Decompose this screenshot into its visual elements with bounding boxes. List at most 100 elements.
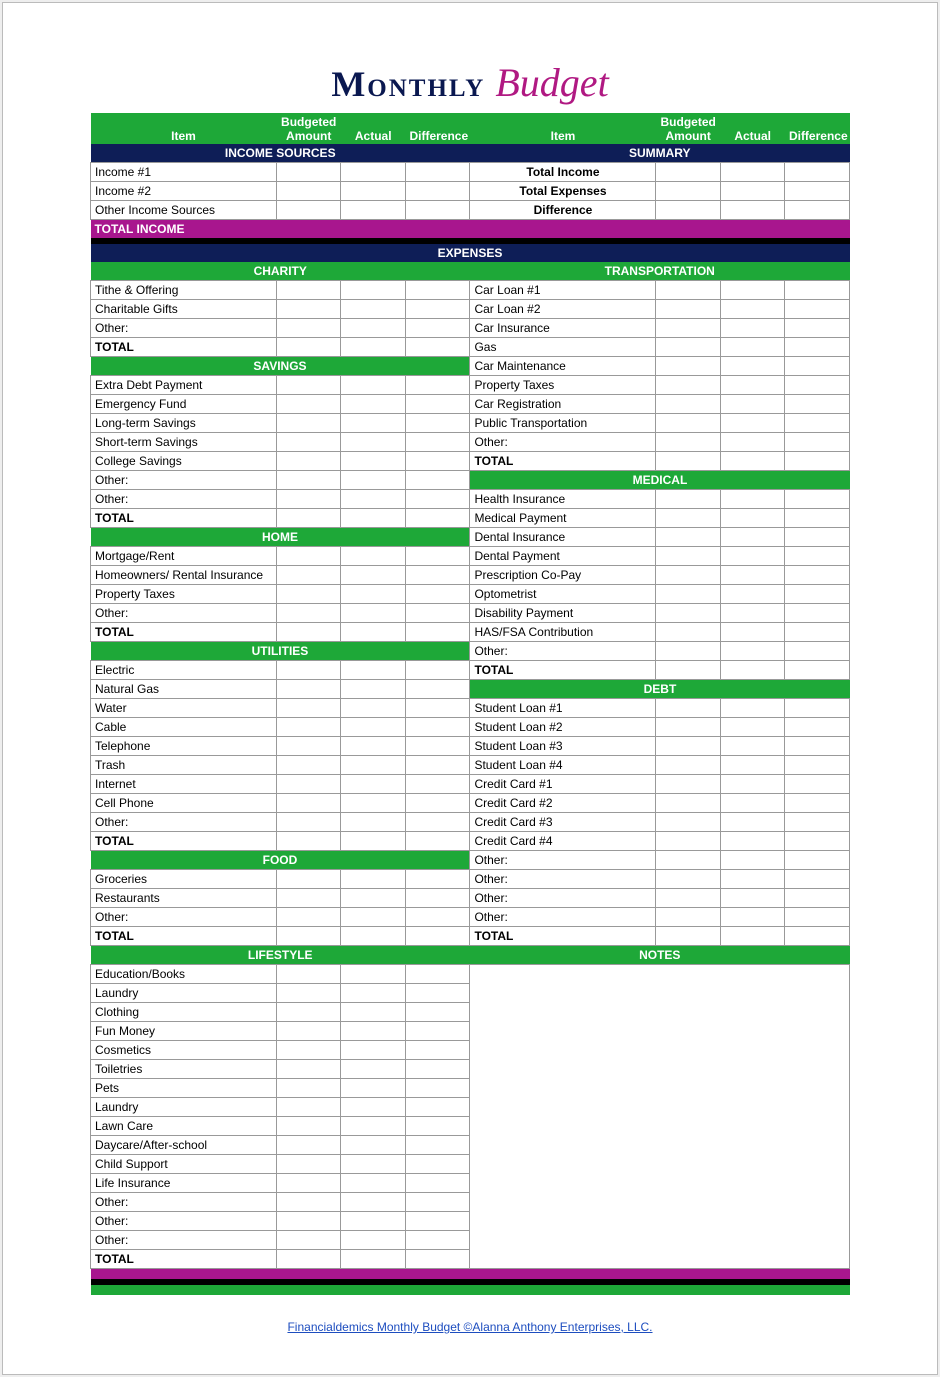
row-actual-right[interactable] <box>720 813 785 832</box>
row-actual-left[interactable] <box>341 927 406 946</box>
row-actual-right[interactable] <box>720 870 785 889</box>
row-diff-left[interactable] <box>405 1022 470 1041</box>
row-actual-left[interactable] <box>341 433 406 452</box>
row-budgeted-left[interactable] <box>276 1193 341 1212</box>
row-diff-left[interactable] <box>405 585 470 604</box>
row-diff-left[interactable] <box>405 1117 470 1136</box>
row-budgeted-left[interactable] <box>276 661 341 680</box>
row-actual-right[interactable] <box>720 414 785 433</box>
row-budgeted-right[interactable] <box>656 718 721 737</box>
row-actual-left[interactable] <box>341 490 406 509</box>
row-actual-left[interactable] <box>341 281 406 300</box>
row-budgeted-left[interactable] <box>276 813 341 832</box>
row-budgeted-right[interactable] <box>656 509 721 528</box>
row-diff-left[interactable] <box>405 1250 470 1269</box>
row-budgeted-left[interactable] <box>276 775 341 794</box>
row-actual-left[interactable] <box>341 1041 406 1060</box>
income-actual[interactable] <box>341 201 406 220</box>
row-budgeted-left[interactable] <box>276 927 341 946</box>
row-diff-right[interactable] <box>785 604 850 623</box>
row-actual-left[interactable] <box>341 1193 406 1212</box>
row-actual-left[interactable] <box>341 1231 406 1250</box>
row-actual-left[interactable] <box>341 1136 406 1155</box>
row-budgeted-left[interactable] <box>276 737 341 756</box>
row-diff-left[interactable] <box>405 813 470 832</box>
row-diff-right[interactable] <box>785 376 850 395</box>
income-diff[interactable] <box>405 182 470 201</box>
row-budgeted-left[interactable] <box>276 1003 341 1022</box>
row-actual-right[interactable] <box>720 699 785 718</box>
row-budgeted-right[interactable] <box>656 870 721 889</box>
row-diff-left[interactable] <box>405 1098 470 1117</box>
row-actual-right[interactable] <box>720 623 785 642</box>
row-actual-left[interactable] <box>341 718 406 737</box>
row-diff-left[interactable] <box>405 566 470 585</box>
row-budgeted-right[interactable] <box>656 414 721 433</box>
row-actual-right[interactable] <box>720 756 785 775</box>
footer-link[interactable]: Financialdemics Monthly Budget ©Alanna A… <box>287 1320 652 1334</box>
row-budgeted-left[interactable] <box>276 433 341 452</box>
row-diff-left[interactable] <box>405 699 470 718</box>
row-actual-left[interactable] <box>341 566 406 585</box>
row-budgeted-right[interactable] <box>656 395 721 414</box>
row-budgeted-left[interactable] <box>276 1136 341 1155</box>
row-diff-right[interactable] <box>785 889 850 908</box>
summary-budgeted[interactable] <box>656 163 721 182</box>
row-actual-left[interactable] <box>341 1060 406 1079</box>
row-budgeted-left[interactable] <box>276 680 341 699</box>
row-diff-right[interactable] <box>785 357 850 376</box>
row-actual-right[interactable] <box>720 718 785 737</box>
row-diff-right[interactable] <box>785 528 850 547</box>
row-diff-left[interactable] <box>405 680 470 699</box>
row-diff-left[interactable] <box>405 889 470 908</box>
row-diff-left[interactable] <box>405 927 470 946</box>
row-diff-left[interactable] <box>405 1212 470 1231</box>
row-diff-left[interactable] <box>405 1174 470 1193</box>
row-diff-left[interactable] <box>405 1155 470 1174</box>
row-budgeted-left[interactable] <box>276 1231 341 1250</box>
row-actual-right[interactable] <box>720 794 785 813</box>
row-budgeted-left[interactable] <box>276 889 341 908</box>
row-diff-left[interactable] <box>405 1231 470 1250</box>
row-budgeted-right[interactable] <box>656 623 721 642</box>
row-budgeted-left[interactable] <box>276 509 341 528</box>
row-actual-left[interactable] <box>341 604 406 623</box>
row-actual-right[interactable] <box>720 376 785 395</box>
row-actual-left[interactable] <box>341 813 406 832</box>
row-budgeted-right[interactable] <box>656 908 721 927</box>
row-diff-left[interactable] <box>405 1003 470 1022</box>
row-budgeted-left[interactable] <box>276 756 341 775</box>
row-diff-right[interactable] <box>785 623 850 642</box>
row-diff-right[interactable] <box>785 338 850 357</box>
row-budgeted-left[interactable] <box>276 376 341 395</box>
row-diff-left[interactable] <box>405 984 470 1003</box>
row-actual-left[interactable] <box>341 376 406 395</box>
row-diff-left[interactable] <box>405 1079 470 1098</box>
row-actual-right[interactable] <box>720 300 785 319</box>
row-actual-left[interactable] <box>341 1022 406 1041</box>
row-budgeted-left[interactable] <box>276 395 341 414</box>
row-actual-right[interactable] <box>720 490 785 509</box>
row-diff-left[interactable] <box>405 414 470 433</box>
row-actual-left[interactable] <box>341 699 406 718</box>
row-diff-right[interactable] <box>785 281 850 300</box>
row-budgeted-left[interactable] <box>276 718 341 737</box>
row-budgeted-left[interactable] <box>276 300 341 319</box>
row-diff-right[interactable] <box>785 851 850 870</box>
row-budgeted-left[interactable] <box>276 1022 341 1041</box>
row-budgeted-right[interactable] <box>656 604 721 623</box>
row-actual-right[interactable] <box>720 889 785 908</box>
row-diff-left[interactable] <box>405 737 470 756</box>
row-budgeted-right[interactable] <box>656 737 721 756</box>
row-diff-left[interactable] <box>405 1041 470 1060</box>
row-budgeted-left[interactable] <box>276 490 341 509</box>
row-actual-left[interactable] <box>341 889 406 908</box>
row-budgeted-right[interactable] <box>656 756 721 775</box>
row-actual-left[interactable] <box>341 338 406 357</box>
row-diff-right[interactable] <box>785 300 850 319</box>
row-actual-left[interactable] <box>341 908 406 927</box>
row-budgeted-left[interactable] <box>276 338 341 357</box>
row-budgeted-left[interactable] <box>276 1060 341 1079</box>
row-budgeted-right[interactable] <box>656 319 721 338</box>
row-budgeted-left[interactable] <box>276 1041 341 1060</box>
